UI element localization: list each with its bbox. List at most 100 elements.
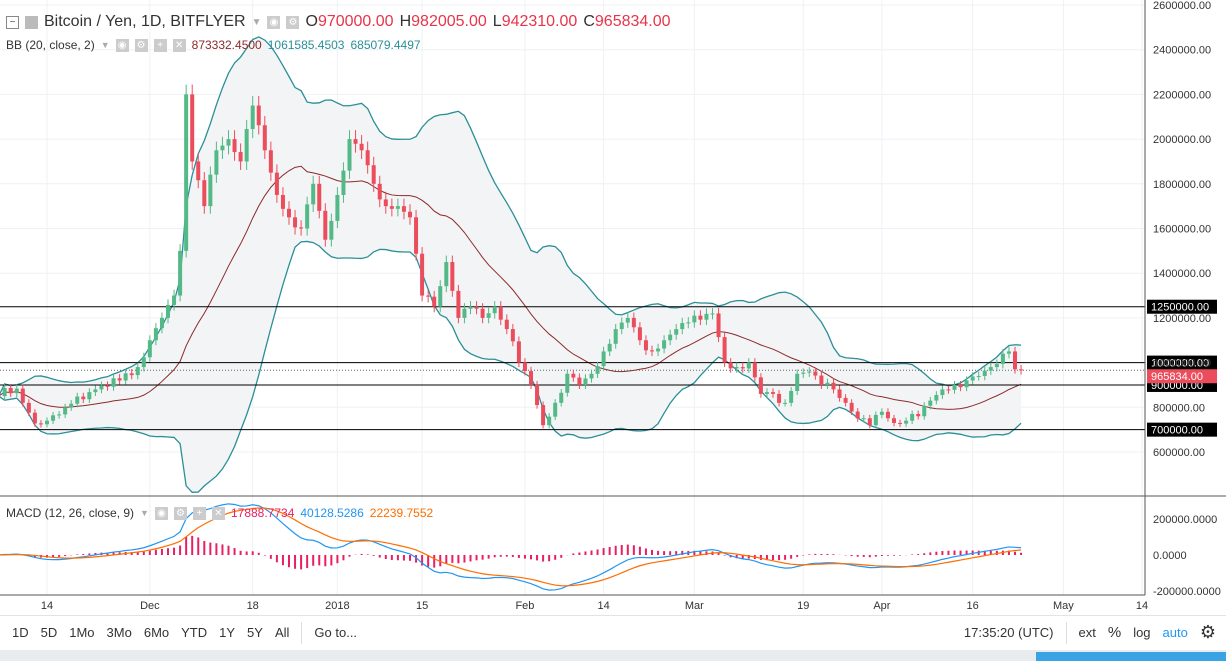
candle-body	[928, 400, 933, 406]
divider	[1065, 621, 1067, 644]
candle-body	[631, 317, 636, 328]
candle-body	[1013, 351, 1017, 370]
eye-icon[interactable]: ◉	[154, 506, 168, 520]
candle-body	[99, 385, 104, 390]
range-5d[interactable]: 5D	[40, 625, 58, 640]
candle-body	[825, 382, 830, 385]
candle-body	[861, 418, 866, 420]
candle-body	[910, 414, 915, 421]
candle-body	[722, 337, 727, 363]
candle-body	[662, 340, 667, 349]
candle-body	[299, 227, 304, 229]
bb-legend: BB (20, close, 2) ▼ ◉ ⚙ + ✕ 873332.4500 1061…	[6, 38, 421, 52]
candle-body	[383, 199, 388, 207]
action-button[interactable]	[1036, 652, 1226, 661]
candle-body	[813, 371, 818, 376]
candle-body	[238, 152, 243, 162]
chevron-down-icon[interactable]: ▼	[140, 508, 149, 518]
candle-body	[208, 174, 213, 207]
price-tick: 600000.00	[1153, 447, 1205, 459]
candle-body	[801, 372, 806, 374]
candle-body	[111, 378, 116, 387]
candle-body	[462, 308, 467, 318]
candle-body	[414, 217, 419, 254]
plus-icon[interactable]: +	[153, 38, 167, 52]
gear-icon[interactable]: ⚙	[286, 15, 300, 29]
range-all[interactable]: All	[274, 625, 290, 640]
percent-toggle[interactable]: %	[1107, 624, 1122, 641]
candle-body	[522, 362, 527, 372]
macd-label[interactable]: MACD (12, 26, close, 9)	[6, 506, 135, 520]
price-chart[interactable]: 1250000.001000000.00900000.00700000.0026…	[0, 0, 1226, 612]
macd-tick: -200000.0000	[1153, 586, 1221, 598]
candle-body	[135, 367, 140, 376]
candle-body	[268, 150, 273, 173]
goto-button[interactable]: Go to...	[314, 625, 358, 640]
candle-body	[389, 206, 394, 209]
candle-body	[335, 194, 340, 221]
time-tick: 15	[416, 600, 428, 612]
bb-label[interactable]: BB (20, close, 2)	[6, 38, 95, 52]
macd-value: 40128.5286	[300, 506, 364, 520]
candle-body	[20, 388, 25, 403]
close-icon[interactable]: ✕	[211, 506, 225, 520]
candle-body	[159, 317, 164, 329]
candle-body	[498, 306, 503, 320]
auto-toggle[interactable]: auto	[1162, 625, 1188, 640]
candle-body	[583, 378, 588, 385]
candle-body	[940, 389, 945, 396]
open-field: O970000.00	[305, 13, 393, 31]
candle-body	[783, 402, 788, 404]
candle-body	[541, 405, 546, 426]
candle-body	[359, 143, 364, 151]
range-1y[interactable]: 1Y	[219, 625, 236, 640]
range-ytd[interactable]: YTD	[181, 625, 208, 640]
range-1mo[interactable]: 1Mo	[69, 625, 95, 640]
chevron-down-icon[interactable]: ▼	[251, 16, 262, 28]
collapse-icon[interactable]: −	[6, 15, 19, 29]
candle-body	[250, 105, 255, 130]
price-tick: 800000.00	[1153, 402, 1205, 414]
close-icon[interactable]: ✕	[172, 38, 186, 52]
candle-body	[317, 183, 322, 211]
range-3mo[interactable]: 3Mo	[106, 625, 132, 640]
close-field: C965834.00	[583, 13, 670, 31]
candle-body	[613, 329, 618, 344]
candle-body	[26, 402, 31, 413]
gear-icon[interactable]: ⚙	[134, 38, 148, 52]
candle-body	[438, 286, 443, 307]
macd-line	[0, 503, 1022, 591]
candle-body	[105, 385, 110, 387]
range-5y[interactable]: 5Y	[247, 625, 263, 640]
candle-body	[952, 384, 957, 390]
candle-body	[577, 377, 582, 385]
plus-icon[interactable]: +	[192, 506, 206, 520]
candle-body	[831, 382, 836, 390]
range-1d[interactable]: 1D	[12, 625, 29, 640]
candle-body	[117, 378, 122, 381]
clock[interactable]: 17:35:20 (UTC)	[963, 625, 1054, 640]
ext-toggle[interactable]: ext	[1078, 625, 1096, 640]
candle-body	[619, 322, 624, 330]
candle-body	[365, 150, 370, 166]
eye-icon[interactable]: ◉	[267, 15, 281, 29]
symbol-title[interactable]: Bitcoin / Yen, 1D, BITFLYER	[44, 13, 246, 30]
candle-body	[692, 315, 697, 323]
candle-body	[873, 414, 878, 426]
candle-body	[38, 423, 43, 425]
candle-body	[837, 389, 842, 398]
settings-gear-icon[interactable]: ⚙	[1199, 622, 1216, 642]
candle-body	[420, 253, 425, 296]
eye-icon[interactable]: ◉	[115, 38, 129, 52]
log-toggle[interactable]: log	[1133, 625, 1151, 640]
candle-body	[565, 373, 570, 393]
range-6mo[interactable]: 6Mo	[143, 625, 170, 640]
symbol-logo-icon	[25, 15, 38, 29]
candle-body	[855, 411, 860, 419]
candle-body	[87, 392, 92, 400]
candle-body	[450, 262, 455, 291]
candle-body	[625, 317, 630, 323]
gear-icon[interactable]: ⚙	[173, 506, 187, 520]
chevron-down-icon[interactable]: ▼	[100, 40, 110, 50]
last-price-bg	[1147, 369, 1217, 384]
